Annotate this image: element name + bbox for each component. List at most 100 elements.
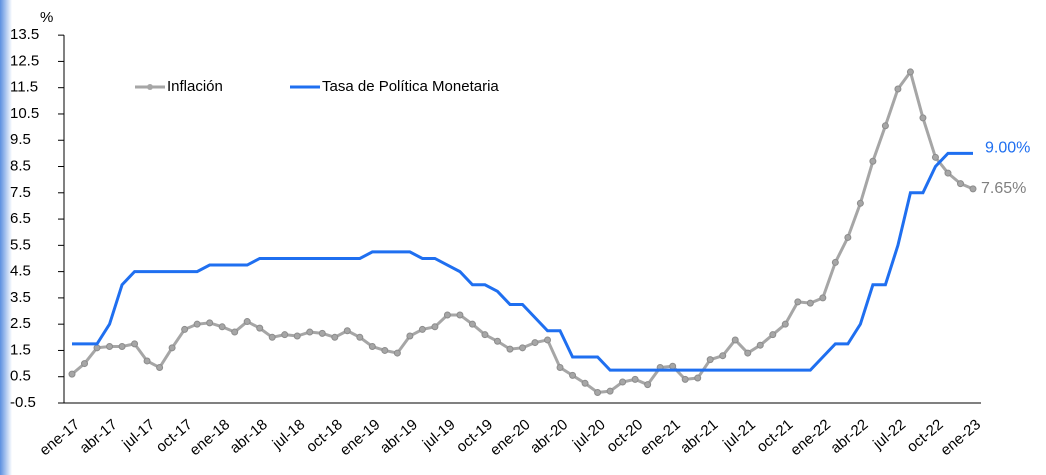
point	[794, 298, 802, 306]
point	[881, 122, 889, 130]
annotation: 9.00%	[985, 140, 1030, 157]
y-tick-label: 5.5	[10, 236, 31, 253]
point	[531, 339, 539, 347]
point	[694, 374, 702, 382]
x-tick-label: jul-22	[869, 416, 909, 453]
point	[393, 349, 401, 357]
point	[769, 331, 777, 339]
x-tick-label: ene-17	[36, 416, 83, 459]
point	[318, 329, 326, 337]
y-tick-label: 13.5	[10, 26, 39, 43]
decor-strip	[0, 0, 12, 475]
point	[243, 318, 251, 326]
point	[644, 381, 652, 389]
point	[669, 362, 677, 370]
point	[819, 294, 827, 302]
point	[93, 344, 101, 352]
point	[919, 114, 927, 122]
y-tick-label: 10.5	[10, 105, 39, 122]
point	[831, 258, 839, 266]
point	[619, 378, 627, 386]
x-tick-label: ene-21	[637, 416, 684, 459]
point	[931, 153, 939, 161]
legend-label: Tasa de Política Monetaria	[322, 78, 499, 95]
point	[493, 337, 501, 345]
point	[631, 375, 639, 383]
y-tick-label: 2.5	[10, 315, 31, 332]
legend-label: Inflación	[167, 78, 223, 95]
y-tick-label: 11.5	[10, 79, 38, 96]
point	[544, 336, 552, 344]
point	[293, 332, 301, 340]
point	[406, 332, 414, 340]
point	[418, 325, 426, 333]
point	[381, 346, 389, 354]
x-tick-label: jul-18	[269, 416, 309, 453]
x-tick-label: abr-19	[377, 416, 421, 457]
point	[218, 323, 226, 331]
point	[606, 387, 614, 395]
point	[306, 328, 314, 336]
point	[481, 331, 489, 339]
annotation: 7.65%	[981, 180, 1026, 197]
x-tick-label: jul-20	[569, 416, 609, 453]
x-tick-label: ene-23	[937, 416, 984, 459]
point	[431, 323, 439, 331]
y-tick-label: 7.5	[10, 184, 31, 201]
point	[443, 311, 451, 319]
point	[118, 343, 126, 351]
y-tick-label: 0.5	[10, 368, 31, 385]
y-axis-label: %	[40, 9, 53, 26]
point	[856, 199, 864, 207]
point	[231, 328, 239, 336]
point	[206, 319, 214, 327]
point	[281, 331, 289, 339]
point	[956, 180, 964, 188]
x-tick-label: jul-17	[118, 416, 158, 453]
point	[68, 370, 76, 378]
point	[806, 299, 814, 307]
point	[506, 345, 514, 353]
y-tick-label: 6.5	[10, 210, 31, 227]
point	[343, 327, 351, 335]
y-tick-label: 3.5	[10, 289, 31, 306]
point	[156, 364, 164, 372]
point	[781, 320, 789, 328]
x-tick-label: abr-22	[827, 416, 871, 457]
point	[268, 333, 276, 341]
point	[368, 343, 376, 351]
x-tick-label: abr-17	[77, 416, 121, 457]
point	[581, 379, 589, 387]
point	[844, 233, 852, 241]
point	[468, 320, 476, 328]
point	[894, 85, 902, 93]
x-tick-label: ene-18	[187, 416, 234, 459]
point	[81, 360, 89, 368]
point	[944, 169, 952, 177]
point	[106, 343, 114, 351]
x-tick-label: abr-21	[677, 416, 721, 457]
point	[756, 341, 764, 349]
y-tick-label: 4.5	[10, 263, 31, 280]
y-tick-label: 12.5	[10, 52, 39, 69]
point	[331, 333, 339, 341]
point	[256, 324, 264, 332]
point	[168, 344, 176, 352]
point	[131, 340, 139, 348]
point	[719, 352, 727, 360]
point	[906, 68, 914, 76]
x-tick-label: abr-18	[227, 416, 271, 457]
point	[456, 311, 464, 319]
x-tick-label: ene-22	[787, 416, 834, 459]
point	[143, 357, 151, 365]
x-tick-label: abr-20	[527, 416, 571, 457]
x-tick-label: jul-21	[719, 416, 759, 453]
x-tick-label: jul-19	[419, 416, 459, 453]
point	[731, 336, 739, 344]
point	[744, 349, 752, 357]
point	[193, 320, 201, 328]
point	[681, 375, 689, 383]
point	[706, 356, 714, 364]
y-tick-label: 1.5	[10, 341, 31, 358]
